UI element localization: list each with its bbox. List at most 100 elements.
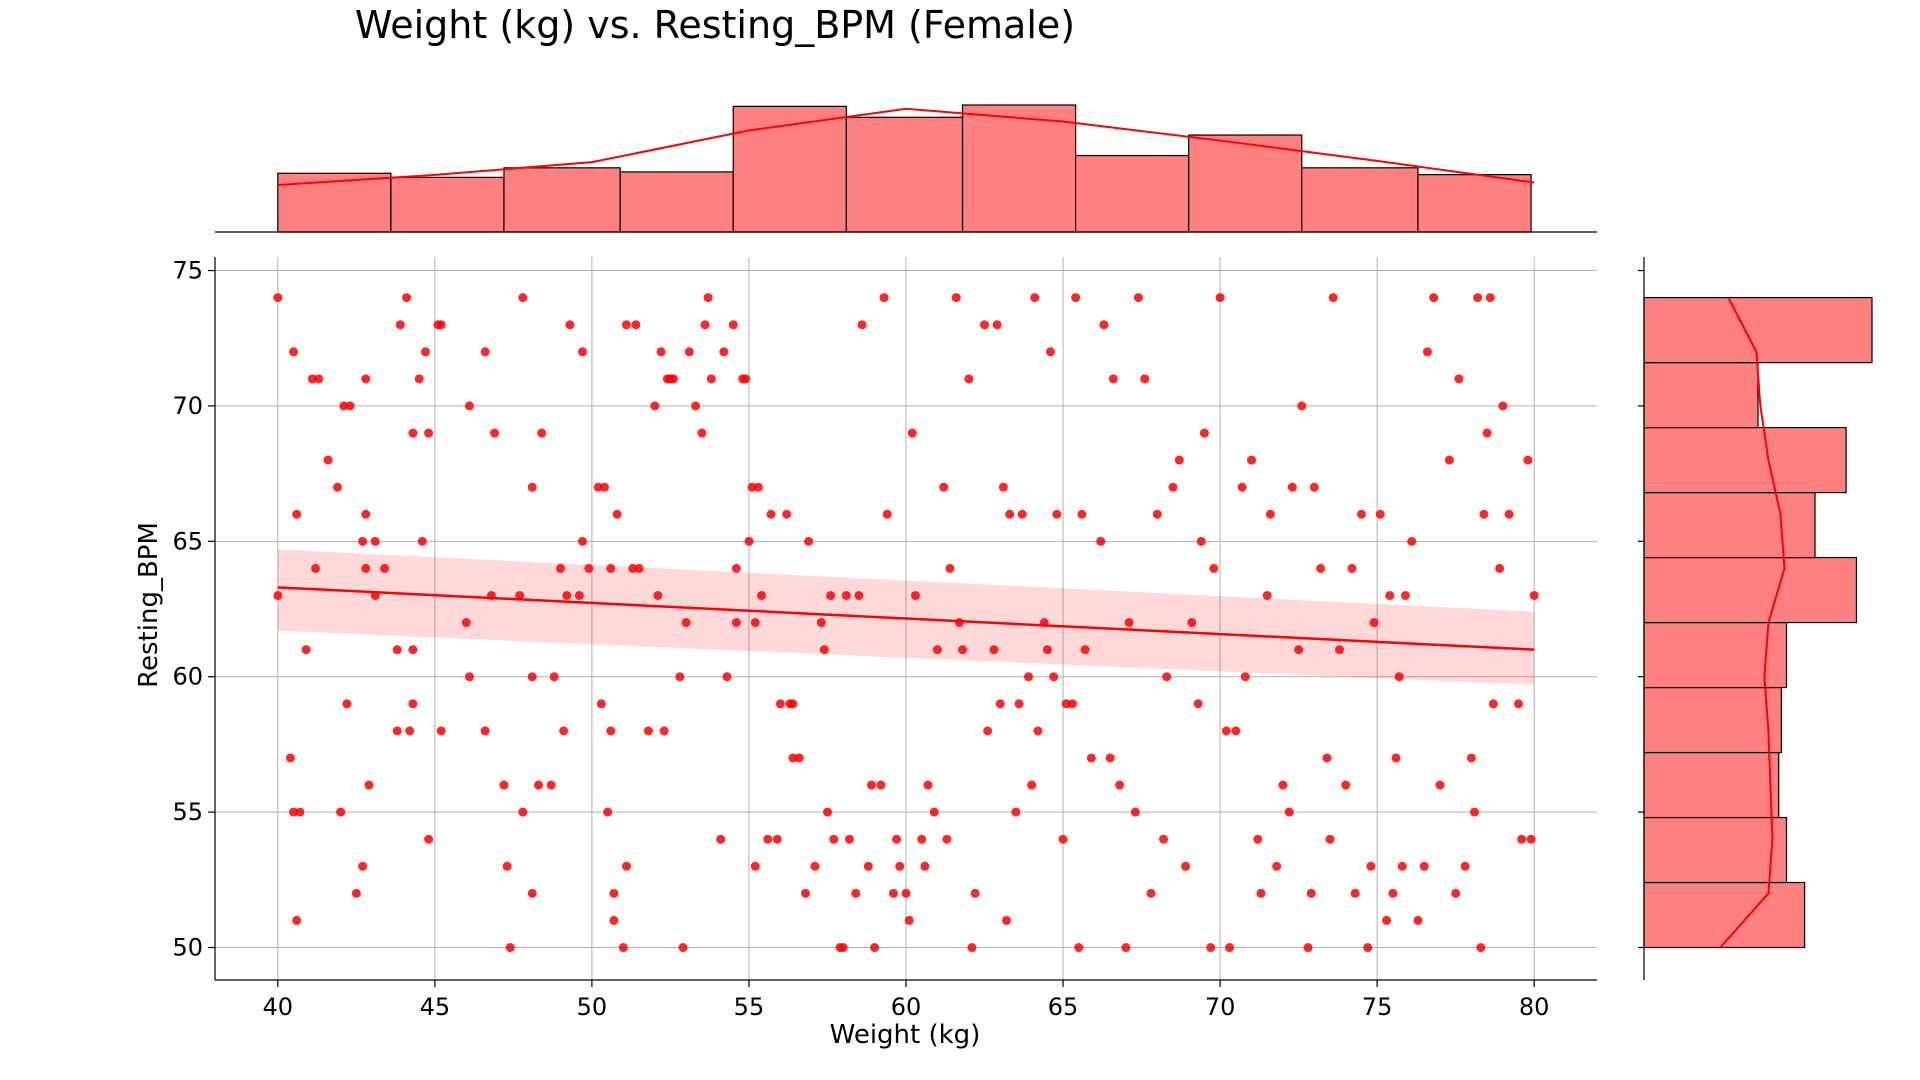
scatter-point — [1479, 509, 1489, 519]
scatter-point — [1237, 482, 1247, 492]
scatter-point — [879, 293, 889, 303]
scatter-point — [1146, 888, 1156, 898]
main-scatter-panel: 40 45 50 55 60 65 70 75 80 50 55 60 65 70 75 — [172, 257, 1597, 1021]
scatter-point — [1454, 374, 1464, 384]
scatter-point — [772, 834, 782, 844]
scatter-point — [424, 834, 434, 844]
scatter-point — [697, 428, 707, 438]
scatter-point — [1181, 861, 1191, 871]
scatter-point — [593, 482, 603, 492]
scatter-point — [292, 915, 302, 925]
scatter-point — [1253, 834, 1263, 844]
scatter-point — [1363, 943, 1373, 953]
scatter-point — [826, 590, 836, 600]
scatter-point — [1470, 807, 1480, 817]
scatter-point — [945, 563, 955, 573]
scatter-point — [844, 834, 854, 844]
scatter-point — [1042, 645, 1052, 655]
scatter-point — [1247, 455, 1256, 465]
scatter-point — [1049, 672, 1059, 682]
x-histogram-bar — [503, 167, 621, 233]
scatter-point — [1334, 645, 1344, 655]
scatter-point — [854, 590, 864, 600]
scatter-point — [1498, 401, 1508, 411]
scatter-point — [1473, 293, 1483, 303]
scatter-point — [866, 780, 876, 790]
scatter-point — [414, 374, 424, 384]
scatter-point — [402, 293, 412, 303]
scatter-point — [1366, 861, 1376, 871]
scatter-point — [744, 536, 754, 546]
scatter-point — [596, 699, 606, 709]
scatter-point — [527, 672, 537, 682]
scatter-point — [810, 861, 820, 871]
scatter-point — [857, 320, 867, 330]
scatter-point — [892, 834, 902, 844]
scatter-point — [983, 726, 993, 736]
scatter-point — [584, 563, 594, 573]
scatter-point — [505, 943, 515, 953]
scatter-point — [1504, 509, 1514, 519]
scatter-point — [1071, 293, 1081, 303]
scatter-point — [1240, 672, 1250, 682]
scatter-point — [656, 347, 666, 357]
scatter-point — [420, 347, 430, 357]
scatter-point — [559, 726, 569, 736]
scatter-point — [289, 807, 299, 817]
y-histogram-bar — [1643, 426, 1847, 494]
scatter-point — [819, 645, 829, 655]
scatter-point — [923, 780, 933, 790]
scatter-point — [942, 834, 952, 844]
scatter-point — [273, 590, 283, 600]
scatter-point — [788, 753, 798, 763]
scatter-point — [753, 482, 763, 492]
scatter-point — [1023, 672, 1033, 682]
scatter-point — [1014, 699, 1024, 709]
x-histogram-bar — [1301, 167, 1419, 233]
scatter-point — [703, 293, 713, 303]
y-histogram-bar — [1643, 686, 1782, 754]
scatter-point — [650, 401, 660, 411]
x-kde-curve — [277, 107, 1535, 187]
y-tick-label: 60 — [172, 663, 203, 691]
scatter-point — [954, 618, 964, 628]
scatter-point — [461, 618, 471, 628]
scatter-point — [904, 915, 914, 925]
scatter-point — [1115, 780, 1125, 790]
scatter-point — [1033, 726, 1043, 736]
scatter-point — [800, 888, 810, 898]
scatter-point — [273, 293, 283, 303]
scatter-point — [870, 943, 880, 953]
x-tick-label: 40 — [263, 993, 294, 1021]
y-axis-title: Resting_BPM — [134, 522, 164, 688]
scatter-point — [480, 347, 490, 357]
scatter-point — [609, 888, 619, 898]
scatter-point — [577, 347, 587, 357]
scatter-point — [289, 347, 299, 357]
scatter-point — [631, 320, 641, 330]
scatter-point — [1256, 888, 1266, 898]
scatter-point — [741, 374, 751, 384]
scatter-point — [1099, 320, 1109, 330]
scatter-point — [829, 834, 839, 844]
scatter-point — [1400, 590, 1410, 600]
scatter-point — [1061, 699, 1071, 709]
scatter-point — [314, 374, 324, 384]
y-tick-label: 75 — [172, 257, 203, 285]
scatter-point — [342, 699, 352, 709]
scatter-point — [992, 320, 1002, 330]
x-histogram-bar — [1417, 174, 1532, 233]
scatter-point — [527, 482, 537, 492]
scatter-point — [1328, 293, 1338, 303]
scatter-point — [1187, 618, 1197, 628]
scatter-point — [980, 320, 990, 330]
scatter-point — [1045, 347, 1055, 357]
scatter-point — [311, 563, 321, 573]
scatter-point — [424, 428, 434, 438]
scatter-point — [606, 726, 616, 736]
x-histogram-bar — [732, 105, 847, 233]
scatter-point — [728, 320, 738, 330]
scatter-point — [1108, 374, 1118, 384]
scatter-point — [841, 590, 851, 600]
scatter-point — [562, 590, 572, 600]
